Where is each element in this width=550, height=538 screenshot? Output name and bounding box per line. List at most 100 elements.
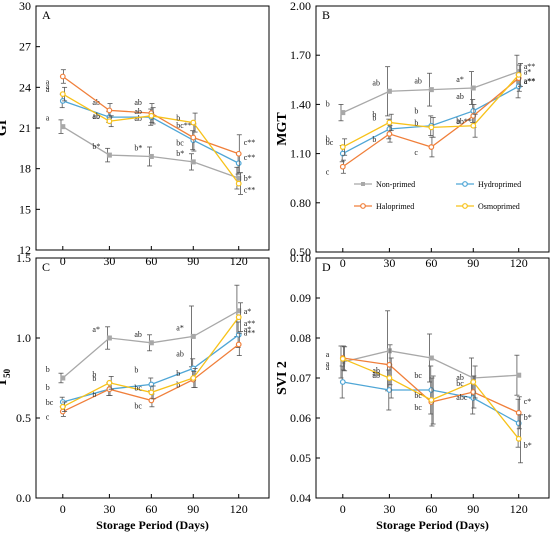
x-axis-label: Storage Period (Days) [96,518,209,532]
significance-label: bc [134,401,142,410]
significance-label: a [46,77,50,86]
data-point [428,124,435,131]
significance-label: ab [134,330,142,339]
significance-label: bc [456,379,464,388]
data-point [515,435,522,442]
data-point [60,375,66,381]
data-point [470,379,477,385]
significance-label: ab [134,107,142,116]
significance-label: c** [244,186,256,195]
data-point [428,397,435,403]
legend-label: Hydroprimed [478,180,521,189]
significance-label: b [414,118,418,127]
data-point [515,71,522,78]
data-point [339,150,346,157]
y-tick-label: 12 [19,243,31,257]
data-point [190,159,196,165]
data-point [339,144,346,150]
y-tick-label: 0.06 [290,411,311,425]
significance-label: a** [244,319,256,328]
significance-label: ab [456,373,464,382]
significance-label: ab** [456,117,472,126]
legend: Non-primed Hydroprimed Haloprimed Osmoprime… [354,180,521,211]
y-axis-label-subscript: 50 [2,368,12,378]
data-point [106,379,113,386]
x-tick-label: 0 [60,254,66,268]
significance-label: ab [134,114,142,123]
y-tick-label: 1.0 [16,331,31,345]
panel-letter: A [42,8,51,22]
data-point [235,314,242,321]
significance-label: bc [46,398,54,407]
significance-label: bc [134,383,142,392]
data-point [515,420,522,427]
y-tick-label: 1.70 [290,48,311,62]
data-point [386,131,393,137]
data-point [106,107,113,114]
data-point [148,381,155,388]
significance-label: a [326,363,330,372]
significance-label: a** [524,62,536,71]
series-non-primed: b ab ab a* a* [326,54,531,122]
data-point [190,134,197,141]
significance-label: b* [134,143,142,152]
panel-b: 0.500.801.101.401.702.000 30 60 90 120BMGTba… [275,0,550,270]
significance-label: c [414,148,418,157]
data-point [190,119,197,126]
x-tick-label: 90 [187,502,199,516]
significance-label: a [46,114,50,123]
significance-label: b* [524,413,532,422]
y-tick-label: 0.09 [290,291,311,305]
data-point [386,361,393,368]
significance-label: b [326,135,330,144]
data-point [235,341,242,348]
significance-label: b [326,100,330,109]
y-tick-label: 0.07 [290,371,311,385]
plot-frame [315,5,550,253]
significance-label: a* [456,75,464,84]
y-tick-label: 0.5 [16,411,31,425]
panel-d: 0.04 0.05 0.06 0.07 0.08 0.09 0.10 0 30 60 90 120 D S… [275,251,550,532]
significance-label: c [326,168,330,177]
x-tick-label: 120 [230,502,248,516]
significance-label: a* [92,325,100,334]
significance-label: abc [456,393,468,402]
series-line [342,74,520,148]
significance-label: b [92,370,96,379]
x-tick-label: 60 [145,254,157,268]
data-point [148,340,154,346]
significance-label: b [372,113,376,122]
y-tick-label: 0.80 [290,196,311,210]
x-tick-label: 120 [230,254,248,268]
y-tick-label: 0.04 [290,491,311,505]
data-point [235,150,242,157]
y-axis-label: GI [0,120,10,136]
significance-label: b [46,383,50,392]
significance-label: bc** [176,121,192,130]
y-tick-label: 1.10 [290,147,311,161]
data-point [340,110,346,116]
significance-label: b* [244,174,252,183]
x-tick-label: 90 [187,254,199,268]
legend-label: Non-primed [376,180,415,189]
data-point [59,403,66,410]
significance-label: b [176,114,180,123]
y-axis-label: T50 [0,368,12,387]
significance-label: a* [244,307,252,316]
data-point [60,124,66,130]
data-point [470,108,477,114]
data-point [235,160,242,167]
significance-label: a** [524,77,536,86]
x-tick-label: 90 [467,256,479,270]
significance-label: ab [414,77,422,86]
significance-label: ab [456,92,464,101]
series-osmoprimed: bc b bc b a** [46,302,256,413]
series-non-primed: b a* ab a* a* [46,284,252,384]
significance-label: bc [326,138,334,147]
legend-label: Haloprimed [376,202,414,211]
y-tick-label: 0.08 [290,331,311,345]
y-tick-label: 15 [19,202,31,216]
data-point [106,152,112,158]
significance-label: a [46,85,50,94]
